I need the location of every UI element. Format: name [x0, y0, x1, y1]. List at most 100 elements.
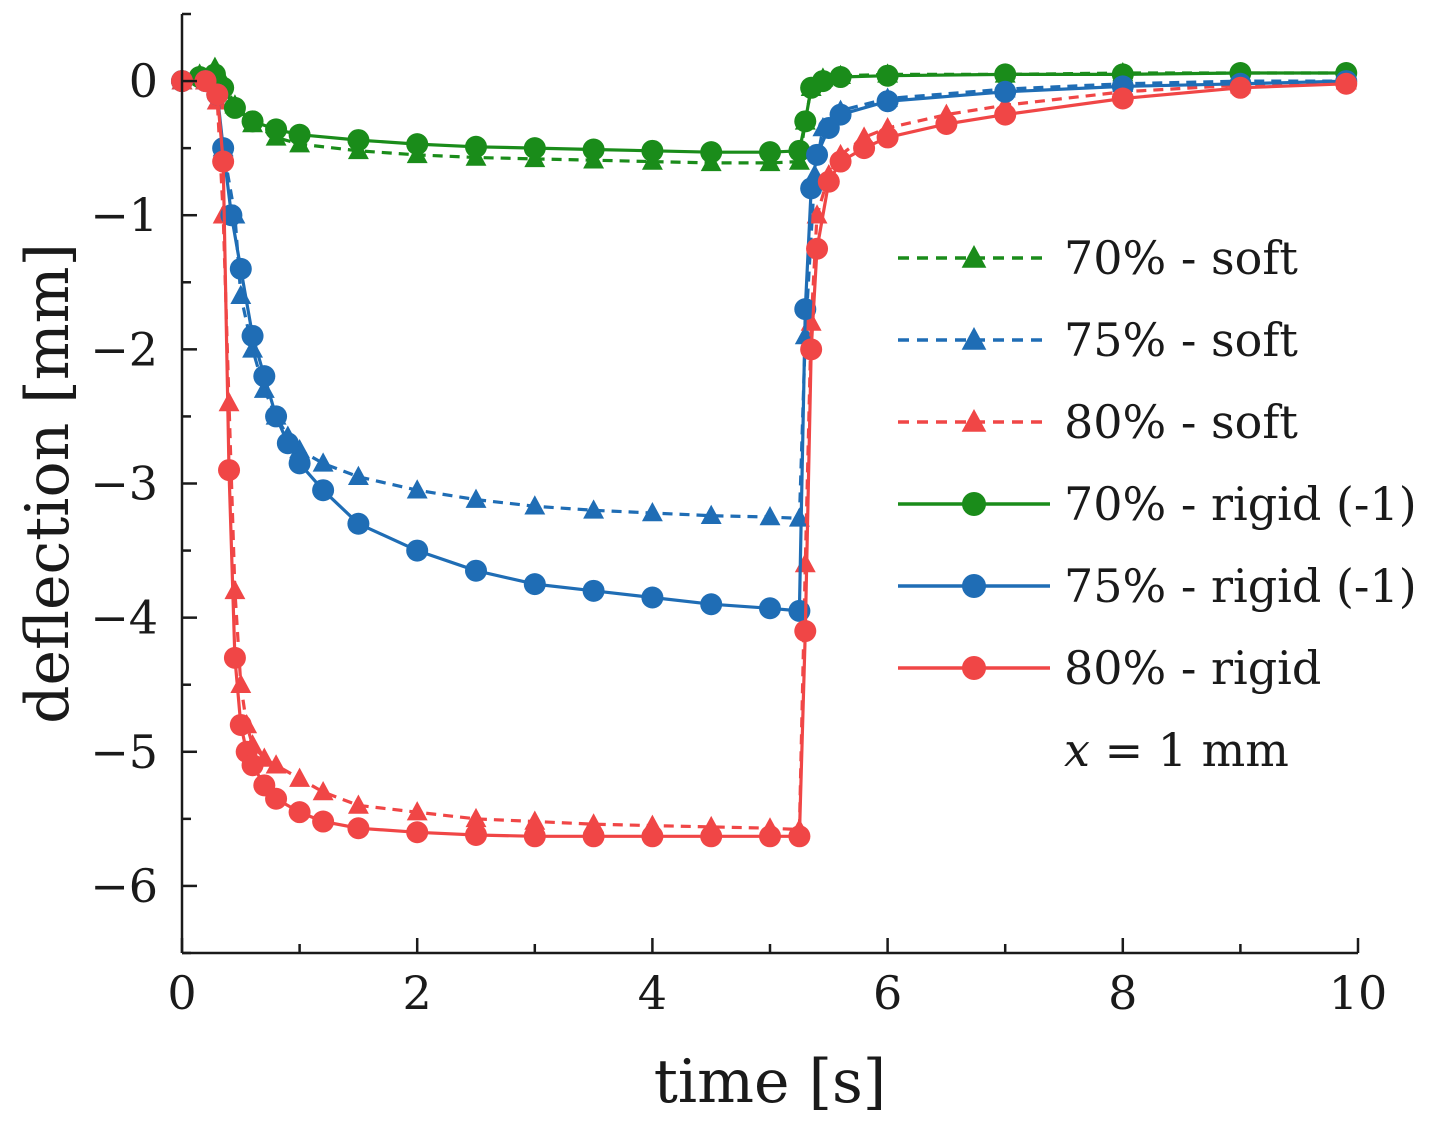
data-point — [788, 139, 811, 162]
data-point — [800, 338, 823, 361]
legend-entry: 70% - rigid (-1) — [898, 477, 1417, 531]
data-point — [347, 129, 370, 152]
data-point — [406, 821, 429, 844]
data-point — [347, 794, 369, 814]
data-point — [523, 573, 546, 596]
data-point — [583, 499, 605, 519]
legend: 70% - soft 75% - soft 80% - soft 70% - rigi… — [898, 231, 1417, 695]
legend-marker — [962, 656, 986, 680]
legend-marker — [962, 492, 986, 516]
x-tick-label: 4 — [638, 966, 667, 1020]
data-point — [759, 141, 781, 164]
data-point — [759, 825, 781, 848]
data-point — [582, 825, 605, 848]
series-80-rigid — [171, 70, 1358, 848]
data-point — [700, 504, 722, 524]
data-point — [347, 512, 370, 535]
x-tick-label: 0 — [167, 966, 196, 1020]
data-point — [465, 807, 487, 828]
data-point — [794, 298, 817, 321]
data-point — [312, 781, 334, 801]
x-axis-title: time [s] — [654, 1047, 886, 1117]
data-point — [806, 237, 829, 260]
data-point — [1229, 76, 1252, 99]
data-point — [465, 135, 487, 158]
data-point — [794, 620, 817, 643]
annotation-value: = 1 mm — [1090, 723, 1289, 777]
legend-label: 75% - soft — [1064, 313, 1298, 367]
data-point — [523, 137, 546, 160]
legend-label: 75% - rigid (-1) — [1064, 559, 1417, 613]
data-point — [876, 126, 899, 149]
data-point — [312, 479, 335, 502]
data-point — [523, 825, 546, 848]
x-tick-label: 2 — [403, 966, 432, 1020]
data-point — [582, 579, 605, 602]
data-point — [229, 257, 252, 280]
data-point — [811, 70, 834, 93]
data-point — [853, 137, 876, 160]
y-tick-label: −6 — [90, 859, 158, 913]
data-point — [288, 452, 311, 475]
data-point — [806, 143, 829, 166]
data-point — [829, 103, 852, 126]
legend-marker — [961, 409, 987, 432]
y-tick-label: −3 — [90, 457, 158, 511]
data-point — [1111, 87, 1134, 110]
legend-label: 80% - rigid — [1064, 641, 1321, 695]
data-point — [759, 597, 781, 620]
data-point — [829, 150, 852, 173]
data-point — [700, 141, 723, 164]
data-point — [312, 452, 334, 472]
data-point — [241, 754, 264, 777]
legend-label: 70% - rigid (-1) — [1064, 477, 1417, 531]
y-axis-title: deflection [mm] — [13, 243, 83, 724]
x-tick-label: 10 — [1329, 966, 1388, 1020]
data-point — [700, 825, 723, 848]
data-point — [788, 825, 811, 848]
data-point — [465, 559, 487, 582]
data-point — [788, 507, 810, 527]
data-point — [641, 139, 664, 162]
x-tick-label: 6 — [873, 966, 902, 1020]
data-point — [700, 593, 723, 616]
data-point — [223, 96, 246, 119]
data-point — [641, 502, 663, 522]
legend-entry: 70% - soft — [898, 231, 1298, 285]
data-point — [876, 64, 899, 87]
data-point — [524, 810, 546, 830]
legend-label: 80% - soft — [1064, 395, 1298, 449]
data-point — [524, 495, 546, 515]
y-tick-label: 0 — [129, 54, 158, 108]
series-line — [182, 79, 1347, 832]
series-layer — [171, 56, 1358, 848]
data-point — [230, 673, 252, 693]
data-point — [253, 365, 276, 388]
data-point — [289, 767, 311, 787]
data-point — [347, 817, 370, 840]
legend-entry: 80% - rigid — [898, 641, 1321, 695]
legend-marker — [962, 574, 986, 598]
data-point — [794, 110, 817, 133]
data-point — [1335, 72, 1358, 95]
data-point — [994, 63, 1017, 86]
data-point — [288, 123, 311, 146]
data-point — [223, 646, 246, 669]
legend-entry: 80% - soft — [898, 395, 1298, 449]
data-point — [876, 90, 899, 113]
data-point — [935, 112, 958, 135]
data-point — [406, 479, 428, 499]
x-tick-label: 8 — [1108, 966, 1137, 1020]
data-point — [641, 586, 664, 609]
data-point — [224, 579, 246, 600]
data-point — [212, 150, 235, 173]
data-point — [800, 177, 823, 200]
legend-entry: 75% - soft — [898, 313, 1298, 367]
y-tick-label: −1 — [90, 188, 158, 242]
data-point — [994, 80, 1017, 103]
data-point — [288, 801, 311, 824]
data-point — [265, 405, 288, 428]
data-point — [759, 506, 781, 526]
